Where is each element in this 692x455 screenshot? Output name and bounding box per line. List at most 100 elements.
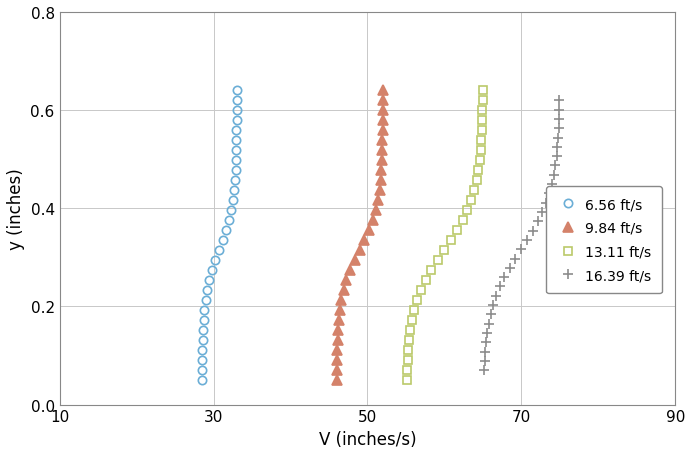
6.56 ft/s (200, 308, 208, 313)
16.39 ft/s (482, 340, 491, 345)
Line: 16.39 ft/s: 16.39 ft/s (480, 96, 564, 375)
Legend: 6.56 ft/s, 9.84 ft/s, 13.11 ft/s, 16.39 ft/s: 6.56 ft/s, 9.84 ft/s, 13.11 ft/s, 16.39 … (546, 187, 662, 294)
16.39 ft/s (483, 331, 491, 336)
16.39 ft/s (542, 201, 550, 206)
16.39 ft/s (555, 108, 563, 113)
9.84 ft/s (379, 118, 387, 124)
9.84 ft/s (333, 368, 341, 373)
13.11 ft/s (478, 89, 486, 94)
13.11 ft/s (410, 308, 419, 313)
13.11 ft/s (417, 288, 426, 293)
9.84 ft/s (379, 99, 387, 104)
Line: 6.56 ft/s: 6.56 ft/s (198, 87, 241, 384)
13.11 ft/s (413, 298, 421, 303)
9.84 ft/s (337, 298, 345, 303)
16.39 ft/s (480, 368, 489, 373)
13.11 ft/s (463, 208, 471, 213)
13.11 ft/s (473, 178, 481, 184)
13.11 ft/s (467, 198, 475, 204)
16.39 ft/s (492, 293, 500, 299)
13.11 ft/s (470, 188, 478, 194)
9.84 ft/s (333, 358, 341, 363)
9.84 ft/s (356, 248, 364, 253)
13.11 ft/s (421, 278, 430, 283)
6.56 ft/s (211, 258, 219, 263)
9.84 ft/s (378, 148, 386, 154)
9.84 ft/s (333, 348, 341, 353)
16.39 ft/s (500, 275, 509, 280)
16.39 ft/s (529, 228, 537, 234)
16.39 ft/s (552, 163, 560, 169)
6.56 ft/s (222, 228, 230, 233)
9.84 ft/s (334, 328, 343, 333)
13.11 ft/s (403, 378, 411, 383)
6.56 ft/s (233, 118, 241, 124)
9.84 ft/s (376, 188, 384, 194)
16.39 ft/s (538, 210, 547, 215)
13.11 ft/s (474, 168, 482, 174)
16.39 ft/s (489, 303, 498, 308)
6.56 ft/s (231, 178, 239, 184)
13.11 ft/s (478, 99, 486, 104)
6.56 ft/s (198, 378, 206, 383)
6.56 ft/s (199, 328, 207, 333)
16.39 ft/s (554, 136, 562, 141)
16.39 ft/s (486, 312, 495, 318)
Line: 13.11 ft/s: 13.11 ft/s (403, 87, 486, 384)
6.56 ft/s (219, 238, 227, 243)
16.39 ft/s (505, 266, 513, 271)
13.11 ft/s (440, 248, 448, 253)
6.56 ft/s (231, 168, 239, 174)
6.56 ft/s (225, 218, 233, 223)
13.11 ft/s (475, 158, 484, 164)
9.84 ft/s (379, 128, 387, 134)
16.39 ft/s (548, 182, 556, 187)
6.56 ft/s (232, 148, 240, 154)
9.84 ft/s (346, 268, 354, 273)
9.84 ft/s (333, 378, 341, 383)
13.11 ft/s (477, 128, 486, 134)
16.39 ft/s (517, 247, 525, 253)
13.11 ft/s (403, 368, 411, 373)
9.84 ft/s (336, 308, 344, 313)
16.39 ft/s (481, 349, 489, 354)
16.39 ft/s (523, 238, 531, 243)
16.39 ft/s (549, 172, 558, 178)
6.56 ft/s (230, 188, 238, 194)
9.84 ft/s (379, 138, 387, 144)
9.84 ft/s (374, 198, 382, 204)
6.56 ft/s (198, 358, 206, 363)
16.39 ft/s (480, 359, 489, 364)
9.84 ft/s (369, 218, 377, 223)
6.56 ft/s (208, 268, 217, 273)
6.56 ft/s (199, 318, 208, 323)
6.56 ft/s (233, 128, 241, 134)
9.84 ft/s (351, 258, 359, 263)
16.39 ft/s (545, 191, 554, 197)
9.84 ft/s (378, 158, 386, 164)
13.11 ft/s (478, 118, 486, 124)
13.11 ft/s (403, 358, 412, 363)
9.84 ft/s (379, 108, 387, 114)
13.11 ft/s (477, 138, 485, 144)
13.11 ft/s (478, 108, 486, 114)
9.84 ft/s (343, 278, 351, 283)
13.11 ft/s (453, 228, 461, 233)
9.84 ft/s (334, 338, 342, 343)
16.39 ft/s (554, 145, 562, 150)
16.39 ft/s (555, 98, 563, 104)
16.39 ft/s (555, 117, 563, 122)
9.84 ft/s (372, 208, 380, 213)
9.84 ft/s (361, 238, 369, 243)
9.84 ft/s (365, 228, 373, 233)
13.11 ft/s (405, 338, 413, 343)
13.11 ft/s (476, 148, 484, 154)
6.56 ft/s (233, 99, 241, 104)
6.56 ft/s (233, 108, 241, 114)
13.11 ft/s (446, 238, 455, 243)
16.39 ft/s (552, 154, 561, 160)
13.11 ft/s (433, 258, 441, 263)
6.56 ft/s (232, 158, 240, 164)
16.39 ft/s (484, 321, 493, 327)
6.56 ft/s (227, 208, 235, 213)
